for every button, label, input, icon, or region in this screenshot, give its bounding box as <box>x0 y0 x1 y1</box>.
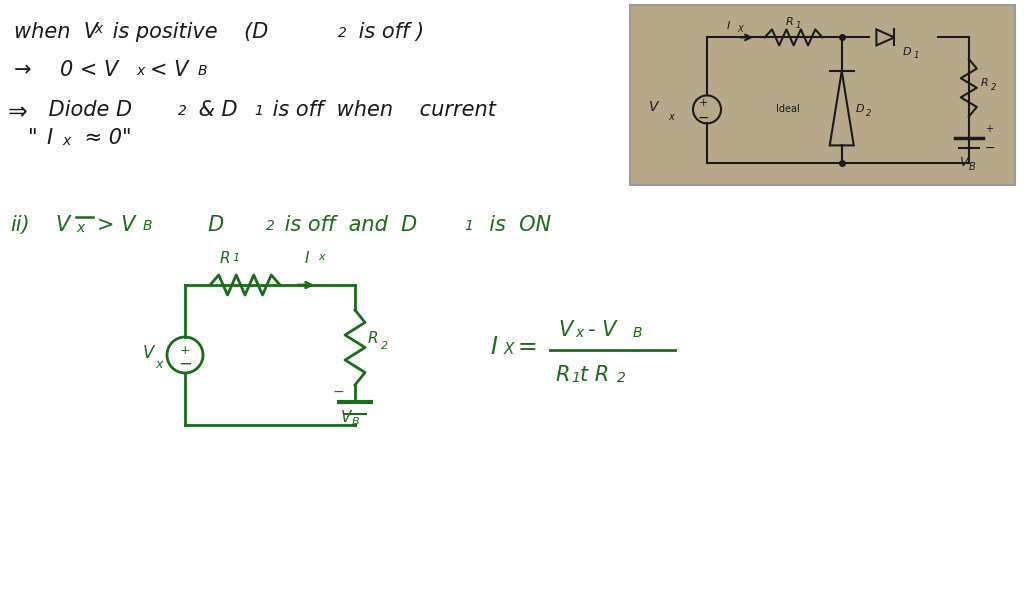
Text: 1: 1 <box>464 219 473 233</box>
Text: V: V <box>558 320 572 340</box>
Text: B: B <box>198 64 208 78</box>
Text: 2: 2 <box>178 104 186 118</box>
Text: D: D <box>856 104 864 114</box>
Text: 2: 2 <box>266 219 274 233</box>
Text: I: I <box>726 22 729 31</box>
Text: ": " <box>28 128 38 148</box>
Text: & D: & D <box>193 100 238 120</box>
Text: when  V: when V <box>14 22 98 42</box>
Text: 2: 2 <box>991 83 996 92</box>
Text: V: V <box>55 215 70 235</box>
Bar <box>630 5 1015 185</box>
Text: 1: 1 <box>796 22 801 30</box>
Text: D: D <box>175 215 224 235</box>
Text: 2: 2 <box>381 341 388 351</box>
Text: is  ON: is ON <box>476 215 551 235</box>
Text: D: D <box>903 48 911 57</box>
Text: −: − <box>333 385 345 399</box>
Text: 2: 2 <box>617 371 626 385</box>
Text: < V: < V <box>150 60 188 80</box>
Text: x: x <box>94 22 102 36</box>
Text: x: x <box>76 221 84 235</box>
Text: −: − <box>178 355 191 373</box>
Text: B: B <box>633 326 642 340</box>
Text: 0 < V: 0 < V <box>60 60 118 80</box>
Text: V: V <box>143 344 155 362</box>
Text: 1: 1 <box>232 253 240 263</box>
Text: x: x <box>155 359 163 371</box>
Text: x: x <box>318 252 325 262</box>
Text: X: X <box>504 342 514 357</box>
Text: 1: 1 <box>571 371 580 385</box>
Text: Diode D: Diode D <box>42 100 132 120</box>
Text: > V: > V <box>97 215 135 235</box>
Text: +: + <box>985 124 993 134</box>
Text: x: x <box>575 326 584 340</box>
Text: R: R <box>555 365 569 385</box>
Text: x: x <box>669 113 674 122</box>
Text: R: R <box>368 331 379 346</box>
Text: is off  and  D: is off and D <box>278 215 417 235</box>
Text: X: X <box>738 25 743 34</box>
Text: V: V <box>958 156 968 169</box>
Text: =: = <box>518 335 538 359</box>
Text: +: + <box>698 98 708 108</box>
Text: is off ): is off ) <box>352 22 424 42</box>
Text: B: B <box>143 219 153 233</box>
Text: x: x <box>62 134 71 148</box>
Text: 1: 1 <box>913 51 919 60</box>
Text: ii): ii) <box>10 215 30 235</box>
Text: is off  when    current: is off when current <box>266 100 496 120</box>
Text: is positive    (D: is positive (D <box>106 22 268 42</box>
Text: R: R <box>220 251 230 266</box>
Text: B: B <box>352 417 359 427</box>
Text: - V: - V <box>588 320 616 340</box>
Text: R: R <box>785 17 794 28</box>
Text: 2: 2 <box>865 109 871 118</box>
Text: Ideal: Ideal <box>776 104 800 114</box>
Text: →: → <box>14 60 32 80</box>
Text: 1: 1 <box>254 104 263 118</box>
Text: −: − <box>985 142 995 155</box>
Text: R: R <box>981 78 988 88</box>
Text: ⇒: ⇒ <box>8 100 28 124</box>
Text: V: V <box>649 101 658 114</box>
Text: V: V <box>341 410 351 425</box>
Text: ≈ 0": ≈ 0" <box>78 128 132 148</box>
Text: −: − <box>697 110 709 125</box>
Text: t R: t R <box>580 365 609 385</box>
Text: I: I <box>46 128 52 148</box>
Text: I: I <box>490 335 497 359</box>
Text: +: + <box>179 344 190 358</box>
Text: x: x <box>136 64 144 78</box>
Text: 2: 2 <box>338 26 347 40</box>
Text: B: B <box>969 162 976 172</box>
Text: I: I <box>305 251 309 266</box>
